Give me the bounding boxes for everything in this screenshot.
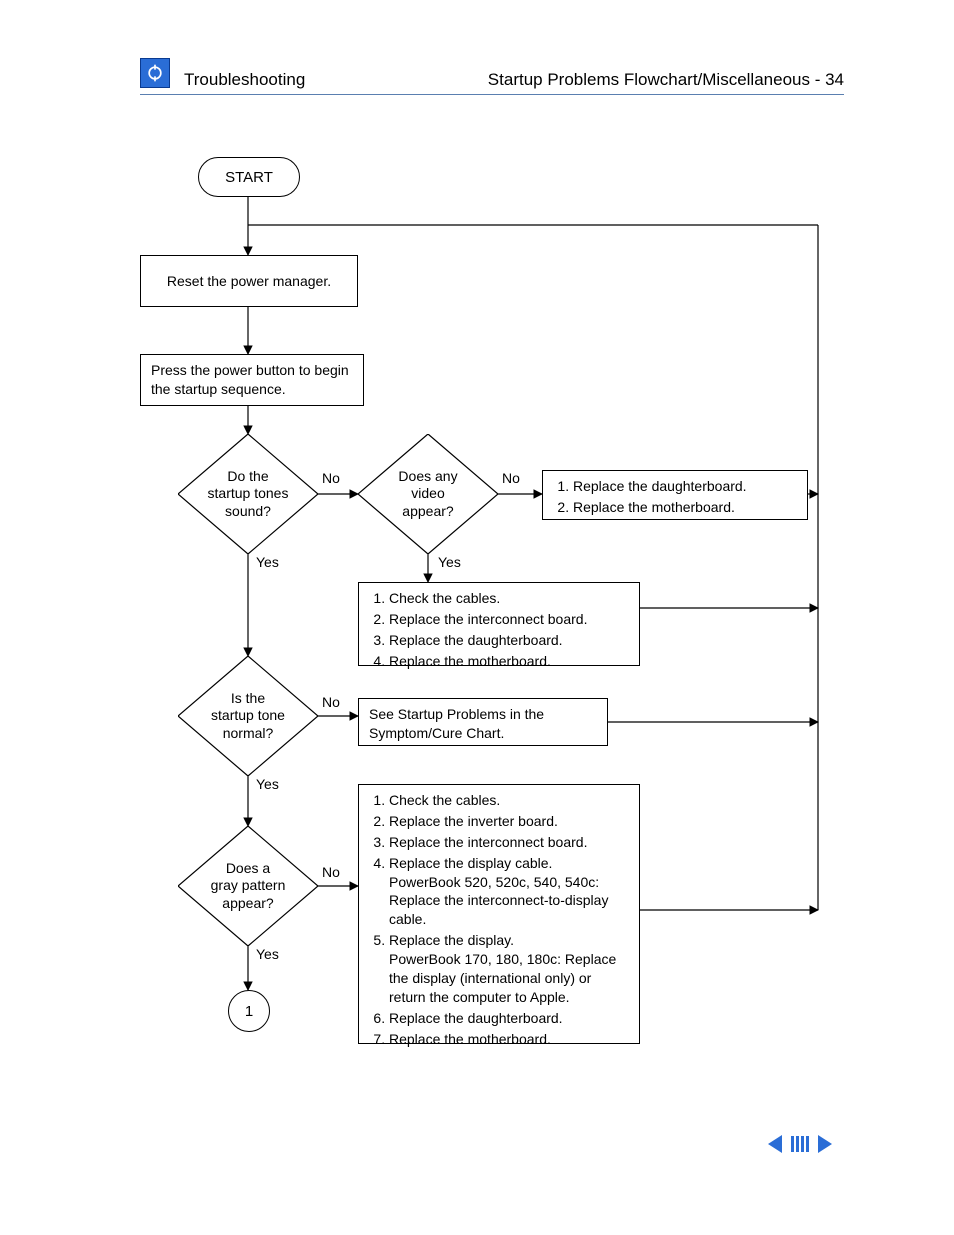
node-biglist-item: Replace the display cable. PowerBook 520… [389, 854, 629, 930]
node-reset: Reset the power manager. [140, 255, 358, 307]
header-section: Troubleshooting [184, 70, 305, 90]
node-check4-item: Replace the interconnect board. [389, 610, 629, 629]
node-check4: Check the cables. Replace the interconne… [358, 582, 640, 666]
node-gray-label: Does a gray pattern appear? [211, 860, 286, 913]
node-biglist-item: Replace the motherboard. [389, 1030, 629, 1049]
nav-prev-icon[interactable] [766, 1133, 784, 1155]
node-gray-decision: Does a gray pattern appear? [178, 826, 318, 946]
edge-label-gray-no: No [322, 864, 340, 880]
edge-label-gray-yes: Yes [256, 946, 279, 962]
edge-label-normal-yes: Yes [256, 776, 279, 792]
node-start-label: START [225, 169, 273, 186]
edge-label-video-no: No [502, 470, 520, 486]
page: Troubleshooting Startup Problems Flowcha… [0, 0, 954, 1235]
node-biglist-item: Replace the display. PowerBook 170, 180,… [389, 931, 629, 1007]
node-tones-label: Do the startup tones sound? [208, 468, 289, 521]
node-tones-decision: Do the startup tones sound? [178, 434, 318, 554]
node-replace2: Replace the daughterboard. Replace the m… [542, 470, 808, 520]
node-normal-decision: Is the startup tone normal? [178, 656, 318, 776]
node-check4-item: Replace the motherboard. [389, 652, 629, 671]
node-check4-item: Check the cables. [389, 589, 629, 608]
node-connector-1-label: 1 [245, 1003, 253, 1020]
node-biglist-item: Check the cables. [389, 791, 629, 810]
node-biglist-item: Replace the inverter board. [389, 812, 629, 831]
edge-label-normal-no: No [322, 694, 340, 710]
node-start: START [198, 157, 300, 197]
node-press: Press the power button to begin the star… [140, 354, 364, 406]
node-biglist-item: Replace the interconnect board. [389, 833, 629, 852]
nav-next-icon[interactable] [816, 1133, 834, 1155]
node-biglist-item: Replace the daughterboard. [389, 1009, 629, 1028]
page-nav [766, 1133, 834, 1155]
edge-label-video-yes: Yes [438, 554, 461, 570]
edge-label-tones-no: No [322, 470, 340, 486]
page-header: Troubleshooting Startup Problems Flowcha… [140, 58, 844, 95]
nav-pages-icon[interactable] [788, 1133, 812, 1155]
node-video-label: Does any video appear? [398, 468, 457, 521]
node-reset-label: Reset the power manager. [167, 272, 331, 291]
node-video-decision: Does any video appear? [358, 434, 498, 554]
node-symptom-text: See Startup Problems in the Symptom/Cure… [369, 706, 544, 741]
node-normal-label: Is the startup tone normal? [211, 690, 285, 743]
node-connector-1: 1 [228, 990, 270, 1032]
node-replace2-item: Replace the daughterboard. [573, 477, 797, 496]
node-biglist: Check the cables. Replace the inverter b… [358, 784, 640, 1044]
header-title: Startup Problems Flowchart/Miscellaneous… [488, 70, 844, 90]
node-symptom: See Startup Problems in the Symptom/Cure… [358, 698, 608, 746]
node-check4-item: Replace the daughterboard. [389, 631, 629, 650]
node-replace2-item: Replace the motherboard. [573, 498, 797, 517]
edge-label-tones-yes: Yes [256, 554, 279, 570]
node-press-label: Press the power button to begin the star… [151, 362, 349, 397]
